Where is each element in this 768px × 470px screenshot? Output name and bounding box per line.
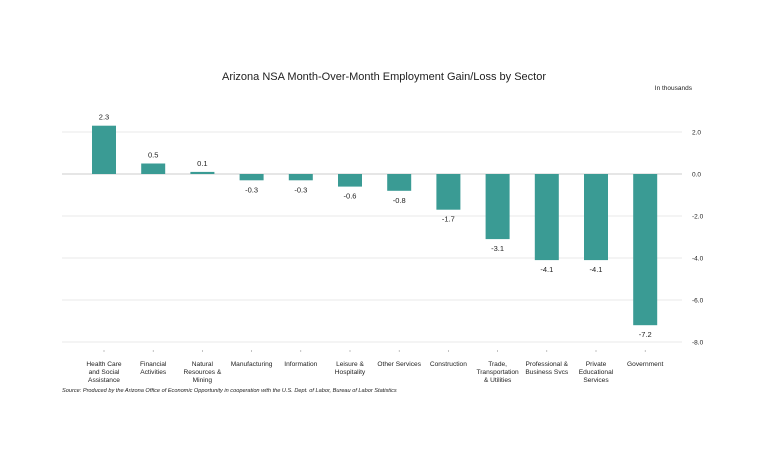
x-tick-label: Health Care (86, 361, 122, 368)
x-tick-label: Natural (192, 361, 214, 368)
data-label: 0.5 (148, 151, 158, 160)
x-tick-label: Other Services (377, 361, 421, 368)
bar (485, 174, 510, 240)
x-tick-label: Manufacturing (231, 361, 273, 368)
data-label: -4.1 (540, 265, 553, 274)
bar (436, 174, 461, 210)
y-tick-label: -4.0 (692, 256, 704, 263)
x-tick-label: Leisure & (336, 361, 364, 368)
x-tick-label: Activities (140, 369, 167, 376)
data-label: -4.1 (590, 265, 603, 274)
y-tick-label: 2.0 (692, 130, 701, 137)
bar (387, 174, 412, 191)
x-tick-label: Assistance (88, 377, 120, 384)
data-label: -0.3 (245, 185, 258, 194)
data-label: -0.3 (294, 185, 307, 194)
x-tick-label: Private (586, 361, 607, 368)
bar (288, 174, 313, 181)
bar (92, 125, 116, 174)
x-tick-label: Professional & (526, 361, 569, 368)
x-tick-label: and Social (89, 369, 120, 376)
x-tick-label: Government (627, 361, 663, 368)
bar (584, 174, 608, 261)
x-tick-label: Hospitality (335, 369, 366, 376)
bar (338, 174, 362, 187)
x-tick-label: Services (583, 377, 609, 384)
bar (141, 163, 166, 174)
data-label: -1.7 (442, 215, 455, 224)
chart-title: Arizona NSA Month-Over-Month Employment … (222, 71, 546, 83)
bar (190, 171, 215, 174)
x-tick-label: Educational (579, 369, 614, 376)
bar (633, 174, 658, 326)
x-tick-label: Financial (140, 361, 167, 368)
bar (534, 174, 559, 261)
x-tick-label: Mining (193, 377, 213, 384)
y-tick-label: -8.0 (692, 340, 704, 347)
x-tick-label: Construction (430, 361, 467, 368)
data-label: -7.2 (639, 330, 652, 339)
x-tick-label: & Utilities (484, 377, 512, 384)
data-label: -3.1 (491, 244, 504, 253)
x-tick-label: Business Svcs (525, 369, 569, 376)
data-label: 0.1 (197, 159, 207, 168)
data-label: -0.8 (393, 196, 406, 205)
x-tick-label: Information (284, 361, 317, 368)
bar (239, 174, 264, 181)
y-tick-label: 0.0 (692, 172, 701, 179)
y-tick-label: -6.0 (692, 298, 704, 305)
x-tick-label: Resources & (184, 369, 222, 376)
x-tick-label: Transportation (476, 369, 519, 376)
source-note: Source: Produced by the Arizona Office o… (62, 388, 397, 394)
unit-label: In thousands (655, 85, 693, 92)
y-tick-label: -2.0 (692, 214, 704, 221)
x-tick-label: Trade, (488, 361, 507, 368)
data-label: 2.3 (99, 113, 109, 122)
data-label: -0.6 (344, 192, 357, 201)
